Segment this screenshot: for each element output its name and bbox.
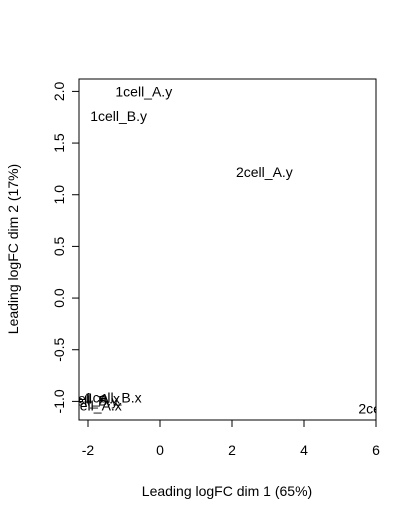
y-tick-label: -1.0	[51, 389, 67, 413]
y-tick-label: 1.0	[51, 185, 67, 205]
point-label: 1cell_A.y	[115, 83, 172, 99]
y-axis: -1.0 -0.5 0.0 0.5 1.0 1.5 2.0	[51, 81, 79, 413]
point-label: 1cell_A.x	[63, 390, 120, 406]
point-label: 1cell_B.y	[90, 108, 147, 124]
point-label: 2cell_A.y	[236, 164, 293, 180]
y-tick-label: 2.0	[51, 81, 67, 101]
point-label: 1cell_B.x	[85, 389, 142, 405]
x-axis-label: Leading logFC dim 1 (65%)	[142, 483, 312, 499]
y-tick-label: -0.5	[51, 337, 67, 361]
x-tick-label: 0	[156, 442, 164, 458]
y-tick-label: 0.0	[51, 288, 67, 308]
x-tick-label: -2	[82, 442, 95, 458]
point-label: 2cell_B.x	[358, 401, 415, 417]
point-label: 2cell_A.x	[65, 398, 122, 414]
x-tick-label: 6	[372, 442, 380, 458]
x-tick-label: 4	[300, 442, 308, 458]
x-axis: -2 0 2 4 6	[82, 420, 380, 458]
plot-frame	[78, 78, 377, 421]
y-tick-label: 1.5	[51, 133, 67, 153]
y-tick-label: 0.5	[51, 236, 67, 256]
x-tick-label: 2	[228, 442, 236, 458]
y-axis-label: Leading logFC dim 2 (17%)	[5, 164, 21, 334]
point-labels: 1cell_A.y 1cell_B.y 2cell_A.y 1cell_A.x1cel…	[61, 83, 415, 417]
point-label: 2cell_B.y	[61, 392, 118, 408]
